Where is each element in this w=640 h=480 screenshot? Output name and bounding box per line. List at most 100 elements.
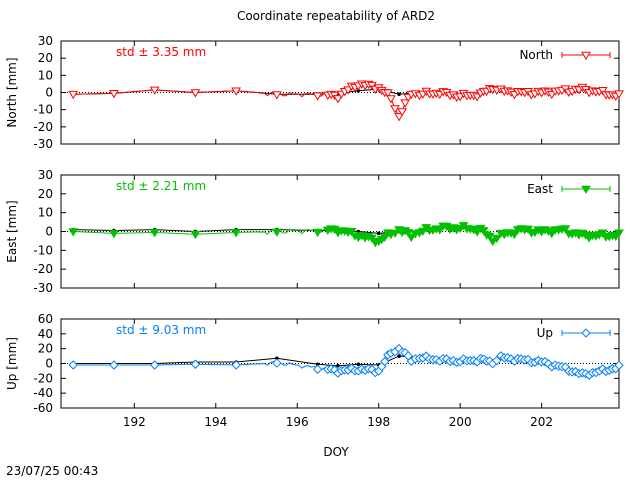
north-data-point — [382, 89, 393, 98]
east-ytick-label: -20 — [33, 262, 53, 276]
east-std-label: std ± 2.21 mm — [116, 179, 206, 193]
east-data-point — [403, 229, 414, 238]
up-ytick-label: -40 — [33, 386, 53, 400]
north-y-axis-label: North [mm] — [5, 57, 19, 127]
east-legend-label: East — [527, 182, 553, 196]
x-tick-label: 192 — [123, 415, 146, 429]
x-tick-label: 200 — [449, 415, 472, 429]
east-data-point — [346, 227, 357, 237]
east-y-axis-label: East [mm] — [5, 200, 19, 262]
panels-layer: -30 -20 -10 0 10 20 30 North [mm] std ± 3.35 mm N… — [5, 34, 624, 429]
north-data-point — [149, 86, 160, 95]
east-daily-line — [73, 229, 420, 234]
east-daily-point — [376, 231, 381, 236]
up-ytick-label: -20 — [33, 371, 53, 385]
x-tick-label: 198 — [367, 415, 390, 429]
up-data-point — [190, 359, 201, 369]
north-legend-label: North — [519, 48, 553, 62]
x-tick-label: 194 — [204, 415, 227, 429]
up-data-point — [614, 360, 624, 370]
east-ytick-label: 20 — [38, 187, 53, 201]
north-data-point — [400, 99, 411, 108]
up-data-point — [312, 364, 323, 374]
north-legend-marker — [581, 51, 591, 60]
north-ytick-label: 20 — [38, 51, 53, 65]
up-ytick-label: 20 — [38, 342, 53, 356]
up-ytick-label: 0 — [45, 357, 53, 371]
up-data-point — [492, 355, 502, 366]
east-ytick-label: 10 — [38, 206, 53, 220]
north-data-point — [190, 89, 201, 98]
east-ytick-label: -30 — [33, 281, 53, 295]
north-ytick-label: -20 — [33, 120, 53, 134]
east-data-point — [406, 233, 417, 243]
north-data-point — [394, 113, 404, 122]
east-data-point — [379, 233, 390, 242]
east-data-point — [231, 229, 242, 238]
up-y-axis-label: Up [mm] — [5, 337, 19, 390]
north-data-point — [333, 95, 343, 104]
east-data-point — [149, 229, 160, 238]
up-data-point — [68, 360, 78, 370]
east-ytick-label: -10 — [33, 243, 53, 257]
north-data-point — [68, 90, 79, 100]
up-std-label: std ± 9.03 mm — [116, 323, 206, 337]
up-ytick-label: -60 — [33, 401, 53, 415]
north-data-point — [390, 105, 400, 114]
east-data-point — [190, 231, 201, 240]
up-ytick-label: 40 — [38, 327, 53, 341]
north-daily-point — [356, 88, 361, 93]
east-data-point — [390, 229, 400, 239]
up-ytick-label: 60 — [38, 312, 53, 326]
east-data-point — [509, 230, 520, 240]
east-data-point — [491, 234, 502, 244]
east-legend-marker — [581, 185, 591, 194]
up-daily-point — [397, 354, 401, 358]
north-data-point — [343, 86, 354, 95]
up-daily-point — [315, 362, 320, 367]
east-data-point — [484, 232, 495, 241]
up-daily-point — [336, 363, 340, 368]
north-ytick-label: -10 — [33, 103, 53, 117]
north-ytick-label: 10 — [38, 68, 53, 82]
up-data-point — [272, 358, 282, 368]
north-std-label: std ± 3.35 mm — [116, 45, 206, 59]
up-data-point — [149, 360, 160, 370]
east-data-point — [487, 237, 498, 247]
east-data-point — [614, 229, 624, 238]
north-daily-point — [397, 92, 401, 97]
x-tick-label: 196 — [286, 415, 309, 429]
north-data-point — [614, 90, 624, 99]
east-data-point — [312, 228, 323, 238]
east-data-point — [68, 228, 79, 237]
east-data-point — [109, 230, 119, 239]
up-data-point — [380, 356, 390, 367]
up-legend-marker — [581, 328, 591, 338]
north-ytick-label: -30 — [33, 137, 53, 151]
up-legend-label: Up — [537, 326, 553, 340]
up-data-point — [109, 360, 119, 370]
north-data-point — [472, 93, 482, 102]
north-data-point — [271, 91, 282, 100]
east-ytick-label: 0 — [45, 225, 53, 239]
north-ytick-label: 30 — [38, 34, 53, 48]
x-tick-label: 202 — [530, 415, 553, 429]
north-data-point — [109, 90, 119, 99]
panel-north: -30 -20 -10 0 10 20 30 North [mm] std ± 3.35 mm N… — [5, 34, 624, 151]
panel-east: -30 -20 -10 0 10 20 30 East [mm] std ± 2.21 mm Ea… — [5, 168, 624, 295]
north-data-point — [312, 92, 323, 101]
north-data-point — [386, 95, 396, 104]
timestamp: 23/07/25 00:43 — [6, 464, 98, 478]
east-ytick-label: 30 — [38, 168, 53, 182]
north-data-point — [397, 108, 407, 117]
chart-title: Coordinate repeatability of ARD2 — [237, 9, 435, 23]
north-data-point — [597, 86, 608, 96]
up-daily-point — [356, 362, 361, 367]
up-data-point — [231, 360, 241, 370]
east-data-point — [271, 228, 282, 237]
east-data-point — [478, 227, 489, 236]
north-data-point — [231, 87, 242, 96]
